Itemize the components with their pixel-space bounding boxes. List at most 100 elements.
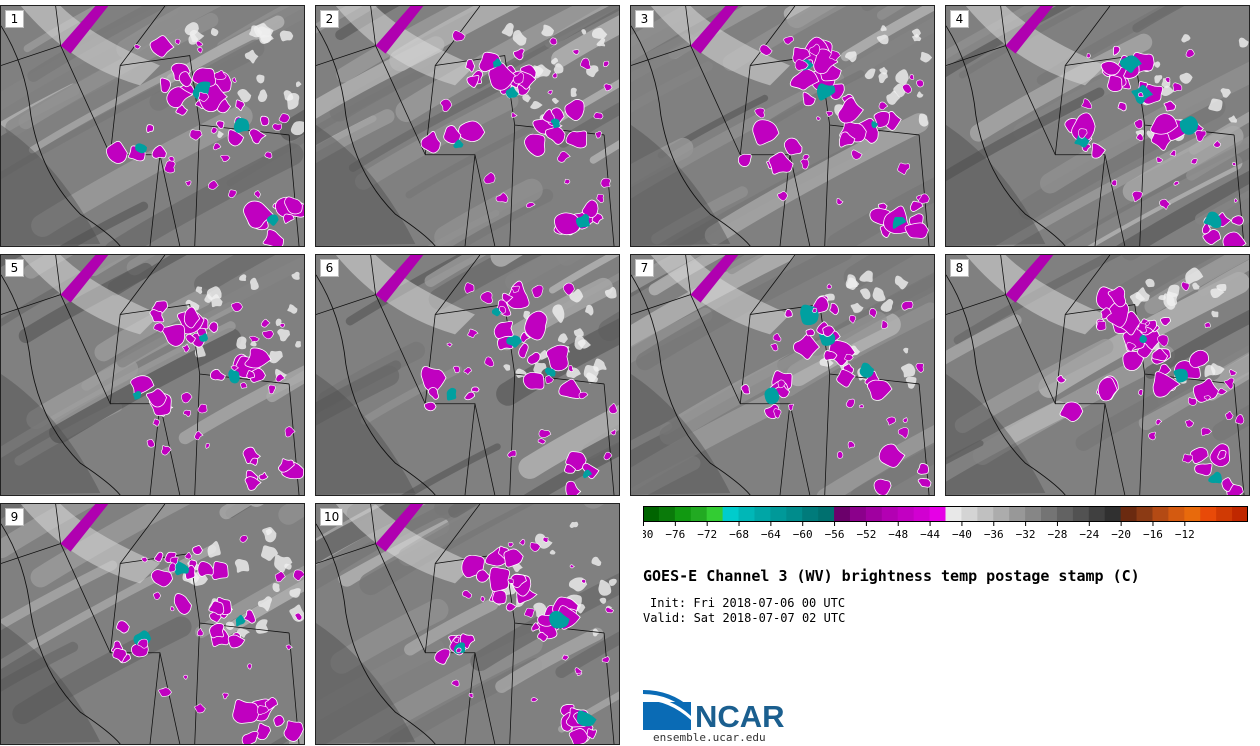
- cold-cloud-top: [112, 647, 127, 663]
- moisture-band: [518, 404, 619, 479]
- very-cold-core: [506, 335, 523, 348]
- cold-cloud-top: [837, 97, 864, 124]
- cold-cloud-top: [578, 391, 589, 400]
- cloud-patch: [533, 602, 547, 618]
- cold-cloud-top: [294, 612, 303, 621]
- cold-cloud-top: [851, 149, 863, 160]
- ensemble-member-panel-1[interactable]: 1: [0, 5, 305, 247]
- moisture-band: [1, 69, 193, 180]
- site-url[interactable]: ensemble.ucar.edu: [653, 731, 766, 744]
- cold-cloud-top: [603, 83, 613, 92]
- cold-cloud-top: [1081, 98, 1093, 109]
- colorbar-tick-label: −52: [856, 528, 876, 541]
- cold-cloud-top: [463, 367, 473, 375]
- colorbar-swatch: [643, 506, 660, 522]
- ensemble-member-panel-3[interactable]: 3: [630, 5, 935, 247]
- colorbar-tick-label: −80: [643, 528, 653, 541]
- cold-cloud-top: [524, 310, 548, 341]
- cold-cloud-top: [783, 36, 794, 45]
- cloud-patch: [592, 628, 600, 637]
- cold-cloud-top: [188, 559, 198, 571]
- colorbar-swatch: [1120, 506, 1138, 522]
- logo-swoosh: [643, 690, 691, 714]
- cloud-patch: [585, 304, 594, 316]
- cloud-patch: [1181, 34, 1191, 43]
- cloud-patch: [916, 91, 924, 98]
- cold-cloud-top: [260, 115, 270, 127]
- moisture-band: [1, 6, 179, 111]
- very-cold-core: [1119, 55, 1142, 74]
- cold-cloud-top: [468, 692, 474, 699]
- cloud-patch: [530, 101, 543, 110]
- cloud-patch: [918, 113, 929, 127]
- moisture-band: [434, 178, 543, 246]
- cold-cloud-top: [1112, 45, 1121, 56]
- ensemble-member-panel-7[interactable]: 7: [630, 254, 935, 496]
- cloud-patch: [1145, 278, 1155, 288]
- cold-cloud-top: [451, 679, 460, 687]
- cold-cloud-top: [596, 193, 605, 203]
- coastline: [631, 25, 751, 246]
- colorbar-swatch: [1184, 506, 1201, 522]
- moisture-band: [195, 565, 304, 639]
- cold-cloud-top: [600, 177, 611, 188]
- colorbar-tick-label: −12: [1175, 528, 1195, 541]
- cold-cloud-top: [581, 199, 599, 218]
- cloud-patch: [206, 286, 222, 301]
- very-cold-core: [859, 362, 874, 378]
- cold-cloud-top: [268, 384, 276, 395]
- cold-cloud-top: [784, 308, 793, 318]
- cold-cloud-top: [220, 154, 231, 162]
- cold-cloud-top: [531, 284, 544, 299]
- ensemble-member-panel-9[interactable]: 9: [0, 503, 305, 745]
- cloud-patch: [872, 287, 886, 302]
- colorbar-tick-label: −64: [761, 528, 781, 541]
- ensemble-member-panel-10[interactable]: 10: [315, 503, 620, 745]
- cold-cloud-top: [844, 353, 854, 362]
- colorbar-swatch: [1009, 506, 1026, 522]
- water-vapor-map: [946, 255, 1249, 495]
- coastline: [316, 523, 436, 744]
- colorbar-swatch: [1072, 506, 1090, 522]
- ensemble-member-panel-8[interactable]: 8: [945, 254, 1250, 496]
- ensemble-member-panel-2[interactable]: 2: [315, 5, 620, 247]
- member-label: 5: [5, 259, 24, 277]
- moist-plume: [965, 6, 1105, 86]
- cloud-patch: [237, 88, 252, 103]
- cold-cloud-top: [492, 589, 507, 605]
- cold-cloud-top: [243, 609, 256, 624]
- colorbar-swatch: [1200, 506, 1217, 522]
- moist-plume: [650, 255, 790, 335]
- cold-cloud-top: [184, 552, 192, 560]
- very-cold-core: [1179, 116, 1199, 135]
- cold-cloud-top: [480, 291, 493, 304]
- cloud-patch: [239, 274, 247, 282]
- ensemble-member-panel-5[interactable]: 5: [0, 254, 305, 496]
- cold-cloud-top: [1059, 401, 1084, 422]
- colorbar-tick-label: −60: [793, 528, 813, 541]
- cloud-patch: [551, 57, 559, 65]
- cold-cloud-top: [283, 213, 295, 224]
- cold-cloud-top: [150, 569, 173, 588]
- colorbar-tick-label: −40: [952, 528, 972, 541]
- moisture-band: [23, 6, 110, 53]
- member-label: 8: [950, 259, 969, 277]
- cold-cloud-top: [260, 318, 271, 328]
- cold-cloud-top: [783, 137, 803, 156]
- cold-cloud-top: [897, 427, 909, 439]
- cold-cloud-top: [137, 638, 149, 649]
- cloud-patch: [581, 29, 587, 35]
- cold-streak: [690, 255, 739, 303]
- cold-cloud-top: [130, 375, 155, 397]
- water-vapor-map: [631, 6, 934, 246]
- cold-cloud-top: [1111, 179, 1117, 187]
- ensemble-member-panel-6[interactable]: 6: [315, 254, 620, 496]
- colorbar-swatch: [770, 506, 787, 522]
- moisture-band: [659, 311, 888, 445]
- colorbar-swatch: [1168, 506, 1185, 522]
- cold-cloud-top: [158, 687, 172, 697]
- cold-cloud-top: [522, 372, 545, 390]
- ensemble-member-panel-4[interactable]: 4: [945, 5, 1250, 247]
- cold-cloud-top: [197, 47, 203, 54]
- cold-cloud-top: [275, 373, 286, 383]
